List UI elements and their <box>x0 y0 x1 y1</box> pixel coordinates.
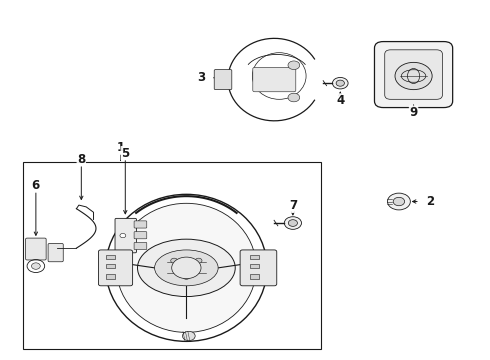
Circle shape <box>288 61 300 69</box>
Circle shape <box>284 217 301 229</box>
Circle shape <box>288 220 297 226</box>
Circle shape <box>171 258 177 263</box>
Ellipse shape <box>138 239 235 297</box>
FancyBboxPatch shape <box>134 242 147 249</box>
Ellipse shape <box>155 250 218 286</box>
Circle shape <box>388 193 410 210</box>
Bar <box>106 274 115 279</box>
FancyBboxPatch shape <box>98 250 133 286</box>
Ellipse shape <box>117 203 256 332</box>
FancyBboxPatch shape <box>134 231 147 239</box>
Circle shape <box>120 233 126 238</box>
Text: 7: 7 <box>289 199 297 212</box>
Text: 9: 9 <box>410 106 417 119</box>
Ellipse shape <box>106 194 267 341</box>
Circle shape <box>182 331 195 341</box>
Circle shape <box>393 197 405 206</box>
FancyBboxPatch shape <box>115 219 137 253</box>
Circle shape <box>336 80 344 86</box>
Text: 1: 1 <box>116 141 124 154</box>
FancyBboxPatch shape <box>374 41 453 108</box>
FancyBboxPatch shape <box>48 243 63 262</box>
Text: 4: 4 <box>336 94 344 107</box>
Text: 3: 3 <box>197 71 205 84</box>
Bar <box>250 274 259 279</box>
Bar <box>106 255 115 259</box>
Circle shape <box>195 258 202 263</box>
FancyBboxPatch shape <box>134 221 147 228</box>
Bar <box>23 162 321 348</box>
Bar <box>106 264 115 268</box>
FancyBboxPatch shape <box>214 69 232 90</box>
Circle shape <box>332 77 348 89</box>
Text: 2: 2 <box>426 195 434 208</box>
Bar <box>250 264 259 268</box>
Circle shape <box>31 263 40 269</box>
Circle shape <box>395 62 432 90</box>
Circle shape <box>183 274 190 279</box>
Circle shape <box>172 257 201 279</box>
Text: 5: 5 <box>121 147 129 159</box>
Circle shape <box>288 93 300 102</box>
FancyBboxPatch shape <box>253 67 296 92</box>
Text: 8: 8 <box>77 153 85 166</box>
FancyBboxPatch shape <box>25 238 46 260</box>
FancyBboxPatch shape <box>385 50 442 99</box>
Bar <box>250 255 259 259</box>
FancyBboxPatch shape <box>240 250 277 286</box>
Text: 6: 6 <box>32 179 40 192</box>
